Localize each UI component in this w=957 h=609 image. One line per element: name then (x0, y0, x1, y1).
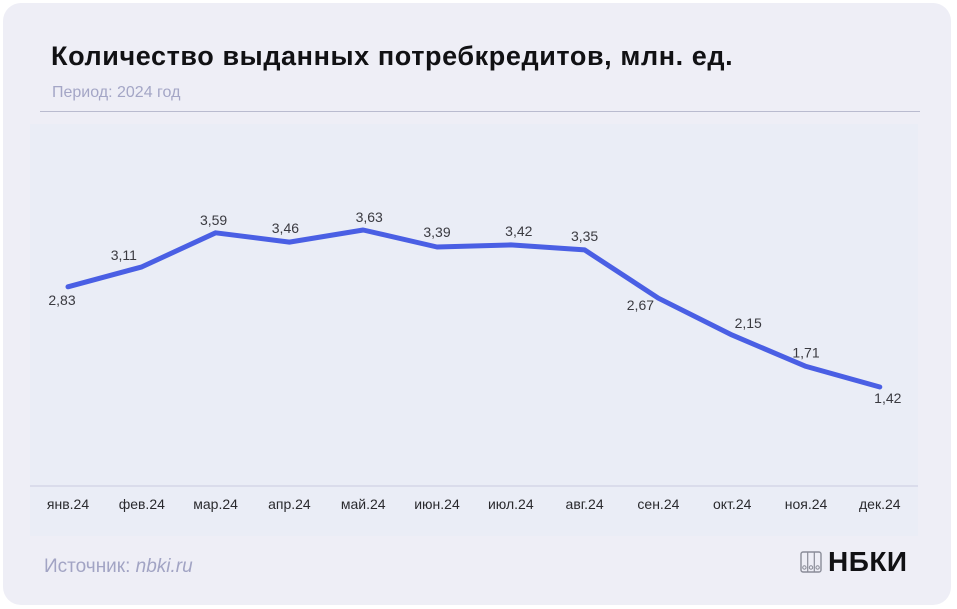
x-axis-tick-label: июн.24 (414, 496, 460, 512)
nbki-logo: НБКИ (800, 546, 908, 578)
logo-text: НБКИ (828, 546, 908, 577)
chart-title: Количество выданных потребкредитов, млн.… (51, 41, 734, 71)
value-label: 1,71 (792, 344, 819, 360)
x-axis-tick-label: фев.24 (119, 496, 165, 512)
x-axis-labels: янв.24 фев.24 мар.24 апр.24 май.24 июн.24 июл.… (47, 496, 901, 512)
value-label: 2,83 (48, 292, 75, 308)
plot-area (30, 124, 918, 536)
x-axis-tick-label: ноя.24 (785, 496, 828, 512)
value-label: 3,42 (505, 223, 532, 239)
binders-icon (800, 551, 822, 573)
x-axis-tick-label: июл.24 (488, 496, 534, 512)
source-label: Источник: (44, 556, 131, 577)
x-axis-tick-label: янв.24 (47, 496, 89, 512)
x-axis-tick-label: окт.24 (713, 496, 752, 512)
x-axis-tick-label: дек.24 (859, 496, 901, 512)
x-axis-tick-label: сен.24 (637, 496, 679, 512)
value-label: 2,15 (735, 315, 762, 331)
x-axis-tick-label: май.24 (341, 496, 386, 512)
x-axis-tick-label: мар.24 (193, 496, 238, 512)
source-link[interactable]: nbki.ru (135, 556, 193, 577)
value-label: 3,11 (111, 247, 137, 263)
value-label: 2,67 (627, 297, 654, 313)
value-label: 3,46 (272, 220, 299, 236)
value-label: 3,39 (423, 224, 450, 240)
chart-subtitle: Период: 2024 год (52, 84, 181, 101)
series-line (65, 227, 883, 390)
header-divider (40, 111, 920, 112)
x-axis-tick-label: апр.24 (268, 496, 311, 512)
x-axis-tick-label: авг.24 (566, 496, 604, 512)
value-label: 1,42 (874, 390, 901, 406)
value-labels: 2,83 3,11 3,59 3,46 3,63 3,39 3,42 3,35 2,67 2,15… (48, 209, 901, 406)
value-label: 3,59 (200, 212, 227, 228)
value-label: 3,63 (356, 209, 383, 225)
source-note: Источник: nbki.ru (44, 556, 193, 578)
value-label: 3,35 (571, 228, 598, 244)
